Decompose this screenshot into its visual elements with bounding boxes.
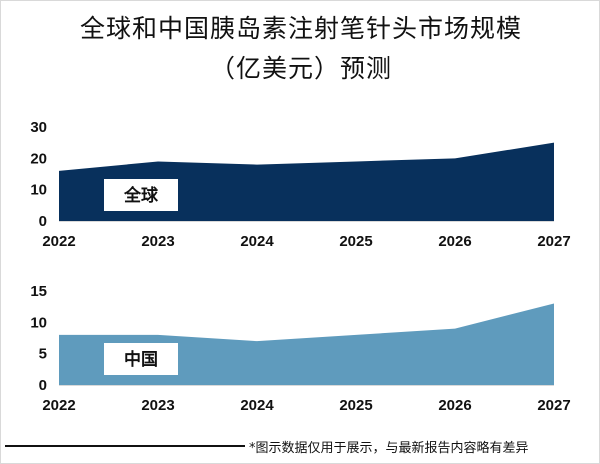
china-area-series — [59, 303, 554, 385]
global-x-tick-label: 2026 — [438, 233, 471, 250]
china-y-tick-label: 15 — [30, 283, 47, 300]
global-x-tick-label: 2022 — [42, 233, 75, 250]
footnote: *图示数据仅用于展示，与最新报告内容略有差异 — [249, 441, 529, 456]
global-area-series — [59, 142, 554, 221]
china-x-tick-label: 2025 — [339, 397, 372, 414]
global-series-label-box — [104, 179, 178, 211]
china-series-label: 中国 — [124, 349, 158, 370]
china-x-tick-label: 2022 — [42, 397, 75, 414]
global-x-tick-label: 2023 — [141, 233, 174, 250]
global-series-label: 全球 — [123, 185, 159, 206]
china-y-tick-label: 5 — [39, 346, 47, 363]
global-y-tick-label: 10 — [30, 182, 47, 199]
footer-rule — [5, 445, 245, 447]
title-line-1: 全球和中国胰岛素注射笔针头市场规模 — [79, 14, 522, 43]
china-y-tick-label: 0 — [39, 377, 47, 394]
china-area-chart: 0 5 10 15 2022 2023 2024 2025 2026 2027 中国 — [30, 283, 570, 414]
china-x-tick-label: 2024 — [240, 397, 274, 414]
global-x-tick-label: 2024 — [240, 233, 274, 250]
china-x-tick-label: 2023 — [141, 397, 174, 414]
china-y-tick-label: 10 — [30, 314, 47, 331]
global-y-tick-label: 30 — [30, 119, 47, 136]
china-series-label-box — [104, 343, 178, 375]
global-y-tick-label: 0 — [39, 213, 47, 230]
china-x-tick-label: 2026 — [438, 397, 471, 414]
global-x-tick-label: 2025 — [339, 233, 372, 250]
title-line-2: （亿美元）预测 — [209, 54, 392, 83]
global-y-tick-label: 20 — [30, 150, 47, 167]
chart-title: 全球和中国胰岛素注射笔针头市场规模 （亿美元）预测 — [1, 9, 600, 89]
china-x-tick-label: 2027 — [537, 397, 570, 414]
global-area-chart: 0 10 20 30 2022 2023 2024 2025 2026 2027 全球 — [30, 119, 570, 250]
global-x-tick-label: 2027 — [537, 233, 570, 250]
